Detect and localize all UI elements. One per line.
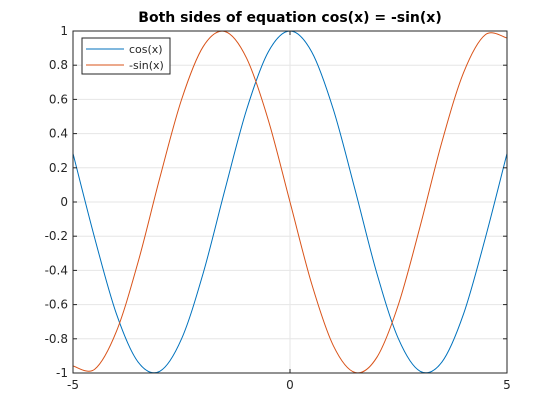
series-group <box>73 31 507 373</box>
y-tick-label: 0.8 <box>49 58 68 72</box>
y-tick-label: 0.4 <box>49 127 68 141</box>
y-tick-label: 1 <box>60 24 68 38</box>
legend-label-neg-sin: -sin(x) <box>129 59 164 72</box>
y-tick-label: 0 <box>60 195 68 209</box>
legend-box <box>81 37 171 75</box>
y-tick-label: 0.6 <box>49 92 68 106</box>
y-tick-label: -0.8 <box>45 332 68 346</box>
y-tick-label: 0.2 <box>49 161 68 175</box>
legend: cos(x) -sin(x) <box>81 37 171 75</box>
x-tick-label: 5 <box>503 378 511 392</box>
y-tick-label: -0.2 <box>45 229 68 243</box>
ticks: -1 -0.8 -0.6 -0.4 -0.2 0 0.2 0.4 0.6 0.8 1 -5 0 5 <box>45 24 511 392</box>
y-tick-label: -0.4 <box>45 263 68 277</box>
legend-label-cos: cos(x) <box>129 43 163 56</box>
chart-title: Both sides of equation cos(x) = -sin(x) <box>138 10 441 26</box>
x-tick-label: -5 <box>67 378 79 392</box>
series-line-cos <box>73 31 507 373</box>
y-tick-label: -1 <box>56 366 68 380</box>
x-tick-label: 0 <box>286 378 294 392</box>
y-tick-label: -0.6 <box>45 298 68 312</box>
series-line-neg-sin <box>73 31 507 373</box>
